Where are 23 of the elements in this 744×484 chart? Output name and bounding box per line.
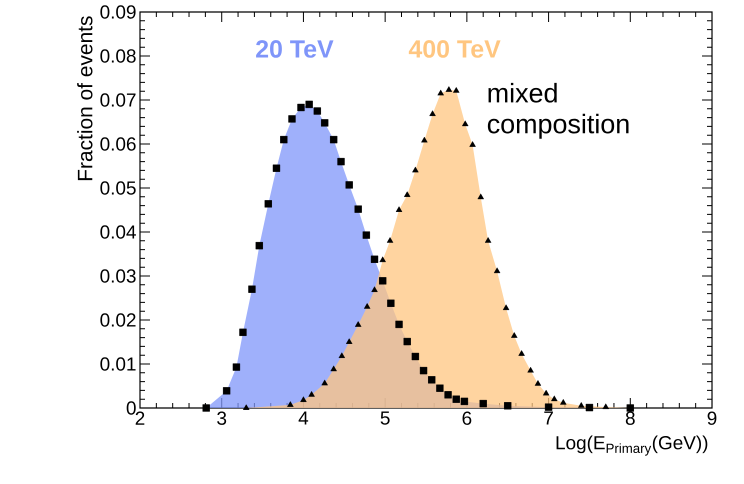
x-tick-label: 4	[298, 412, 308, 425]
y-tick-label: 0.09	[100, 5, 136, 19]
y-tick-label: 0.07	[100, 93, 136, 107]
y-tick-label: 0.08	[100, 49, 136, 63]
x-tick-label: 9	[708, 412, 716, 425]
x-tick-label: 6	[462, 412, 472, 425]
y-tick-label: 0.02	[100, 313, 136, 327]
y-tick-label: 0.05	[100, 181, 136, 195]
x-tick-label: 2	[136, 412, 144, 425]
legend-label: 20 TeV	[256, 40, 334, 58]
x-tick-label: 3	[217, 412, 226, 425]
y-axis-title: Fraction of events	[77, 16, 92, 180]
legend-label: 400 TeV	[408, 40, 501, 58]
x-tick-label: 7	[544, 412, 553, 425]
y-tick-label: 0	[126, 401, 136, 415]
y-tick-label: 0.04	[100, 225, 136, 239]
x-tick-label: 8	[626, 412, 635, 425]
annotation: mixed composition	[488, 82, 628, 139]
x-axis-title: Log(E$_{Primary}$(GeV))	[556, 436, 708, 456]
x-tick-label: 5	[380, 412, 390, 425]
y-tick-label: 0.06	[100, 137, 136, 151]
y-tick-label: 0.01	[100, 357, 136, 371]
y-tick-label: 0.03	[100, 269, 136, 283]
